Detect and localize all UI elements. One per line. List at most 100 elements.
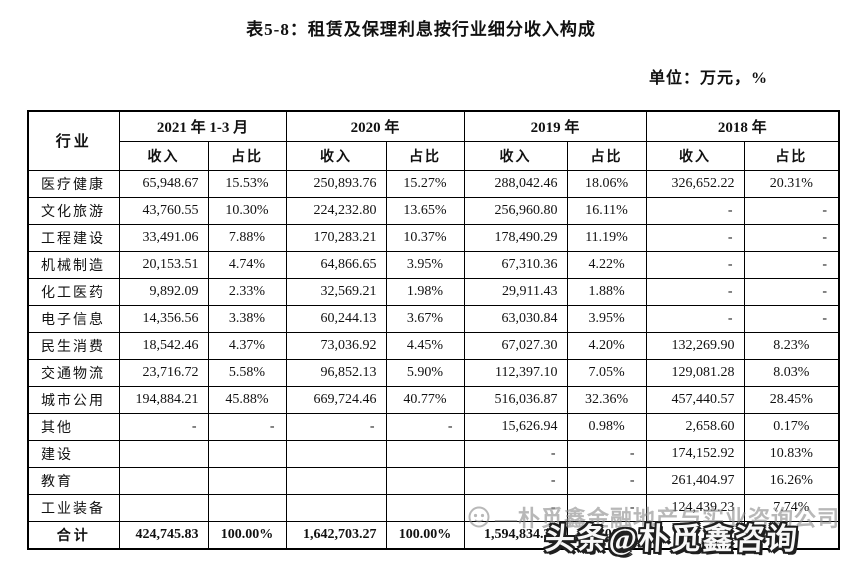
share-cell: 10.83%	[743, 439, 840, 468]
share-cell: -	[743, 196, 840, 225]
income-cell: 457,440.57	[645, 385, 745, 414]
income-cell: 67,027.30	[463, 331, 568, 360]
industry-cell: 电子信息	[27, 304, 120, 333]
industry-cell: 机械制造	[27, 250, 120, 279]
share-cell: 3.95%	[566, 304, 647, 333]
table-row: 医疗健康 65,948.67 15.53% 250,893.76 15.27% 288,0…	[27, 169, 840, 198]
share-header: 占比	[743, 140, 840, 171]
share-cell: 4.74%	[207, 250, 287, 279]
industry-cell: 其他	[27, 412, 120, 441]
income-cell	[118, 439, 209, 468]
share-header: 占比	[385, 140, 465, 171]
table-row: 机械制造 20,153.51 4.74% 64,866.65 3.95% 67,310.3…	[27, 250, 840, 279]
income-cell: 63,030.84	[463, 304, 568, 333]
share-cell: 40.77%	[385, 385, 465, 414]
share-cell: 0.17%	[743, 412, 840, 441]
income-cell: 261,404.97	[645, 466, 745, 495]
income-header: 收入	[285, 140, 387, 171]
income-cell: 15,626.94	[463, 412, 568, 441]
income-cell	[645, 520, 745, 550]
income-cell: 250,893.76	[285, 169, 387, 198]
income-cell: -	[645, 277, 745, 306]
share-cell	[385, 466, 465, 495]
year-header-row: 行业 2021 年 1-3 月 2020 年 2019 年 2018 年	[27, 110, 840, 171]
income-cell	[285, 439, 387, 468]
share-cell: 15.53%	[207, 169, 287, 198]
share-cell: 16.11%	[566, 196, 647, 225]
share-cell: -	[566, 466, 647, 495]
income-cell: -	[645, 196, 745, 225]
income-cell: 65,948.67	[118, 169, 209, 198]
share-cell: 7.88%	[207, 223, 287, 252]
industry-cell: 文化旅游	[27, 196, 120, 225]
share-cell: -	[207, 412, 287, 441]
share-cell: 10.30%	[207, 196, 287, 225]
income-cell: 132,269.90	[645, 331, 745, 360]
share-cell: 5.58%	[207, 358, 287, 387]
income-cell	[285, 466, 387, 495]
income-cell: 64,866.65	[285, 250, 387, 279]
income-cell: 60,244.13	[285, 304, 387, 333]
share-cell: 1.88%	[566, 277, 647, 306]
share-cell: 11.19%	[566, 223, 647, 252]
income-cell: 9,892.09	[118, 277, 209, 306]
share-header: 占比	[207, 140, 287, 171]
share-cell: 16.26%	[743, 466, 840, 495]
industry-cell: 建设	[27, 439, 120, 468]
income-cell: 288,042.46	[463, 169, 568, 198]
share-cell: 18.06%	[566, 169, 647, 198]
table-row: 工业装备 - -124,439.23 7.74%	[27, 493, 840, 522]
industry-cell: 城市公用	[27, 385, 120, 414]
table-row: 其他 - - - -15,626.94 0.98% 2,658.60 0.17%	[27, 412, 840, 441]
income-cell	[118, 466, 209, 495]
income-cell: 1,642,703.27	[285, 520, 387, 550]
income-cell: 194,884.21	[118, 385, 209, 414]
income-cell: 112,397.10	[463, 358, 568, 387]
table-body: 医疗健康 65,948.67 15.53% 250,893.76 15.27% 288,0…	[27, 169, 840, 550]
share-cell: -	[743, 250, 840, 279]
income-cell: -	[645, 223, 745, 252]
income-cell: -	[645, 304, 745, 333]
income-cell: 33,491.06	[118, 223, 209, 252]
income-cell: 43,760.55	[118, 196, 209, 225]
unit-label: 单位：万元，%	[648, 70, 768, 87]
income-header: 收入	[645, 140, 745, 171]
share-cell: -	[566, 439, 647, 468]
share-cell: 4.20%	[566, 331, 647, 360]
income-cell: -	[285, 412, 387, 441]
share-cell: 10.37%	[385, 223, 465, 252]
share-cell: -	[566, 493, 647, 522]
income-cell: 224,232.80	[285, 196, 387, 225]
industry-cell: 民生消费	[27, 331, 120, 360]
income-cell: 96,852.13	[285, 358, 387, 387]
industry-cell: 医疗健康	[27, 169, 120, 198]
year-header-2020: 2020 年	[285, 110, 465, 142]
table-header: 行业 2021 年 1-3 月 2020 年 2019 年 2018 年 收入 …	[27, 110, 840, 171]
share-cell: 28.45%	[743, 385, 840, 414]
table-row: 建设 - -174,152.92 10.83%	[27, 439, 840, 468]
share-cell: 4.45%	[385, 331, 465, 360]
income-cell: 124,439.23	[645, 493, 745, 522]
share-cell: 4.22%	[566, 250, 647, 279]
share-cell: 7.74%	[743, 493, 840, 522]
total-row: 合计 424,745.83 100.00% 1,642,703.27 100.00% 1,…	[27, 520, 840, 550]
share-cell: 15.27%	[385, 169, 465, 198]
income-cell: 669,724.46	[285, 385, 387, 414]
table-row: 民生消费 18,542.46 4.37% 73,036.92 4.45% 67,027.3…	[27, 331, 840, 360]
share-cell: 20.31%	[743, 169, 840, 198]
income-cell: -	[463, 493, 568, 522]
income-cell: 516,036.87	[463, 385, 568, 414]
table-row: 教育 - -261,404.97 16.26%	[27, 466, 840, 495]
income-cell: 67,310.36	[463, 250, 568, 279]
share-cell: 13.65%	[385, 196, 465, 225]
table-row: 化工医药 9,892.09 2.33% 32,569.21 1.98% 29,911.43…	[27, 277, 840, 306]
income-cell: -	[645, 250, 745, 279]
industry-header: 行业	[27, 110, 120, 171]
income-cell	[285, 493, 387, 522]
share-cell	[207, 439, 287, 468]
share-cell: 5.90%	[385, 358, 465, 387]
share-cell	[385, 439, 465, 468]
year-header-2021: 2021 年 1-3 月	[118, 110, 287, 142]
income-cell: -	[463, 466, 568, 495]
share-cell: 3.67%	[385, 304, 465, 333]
